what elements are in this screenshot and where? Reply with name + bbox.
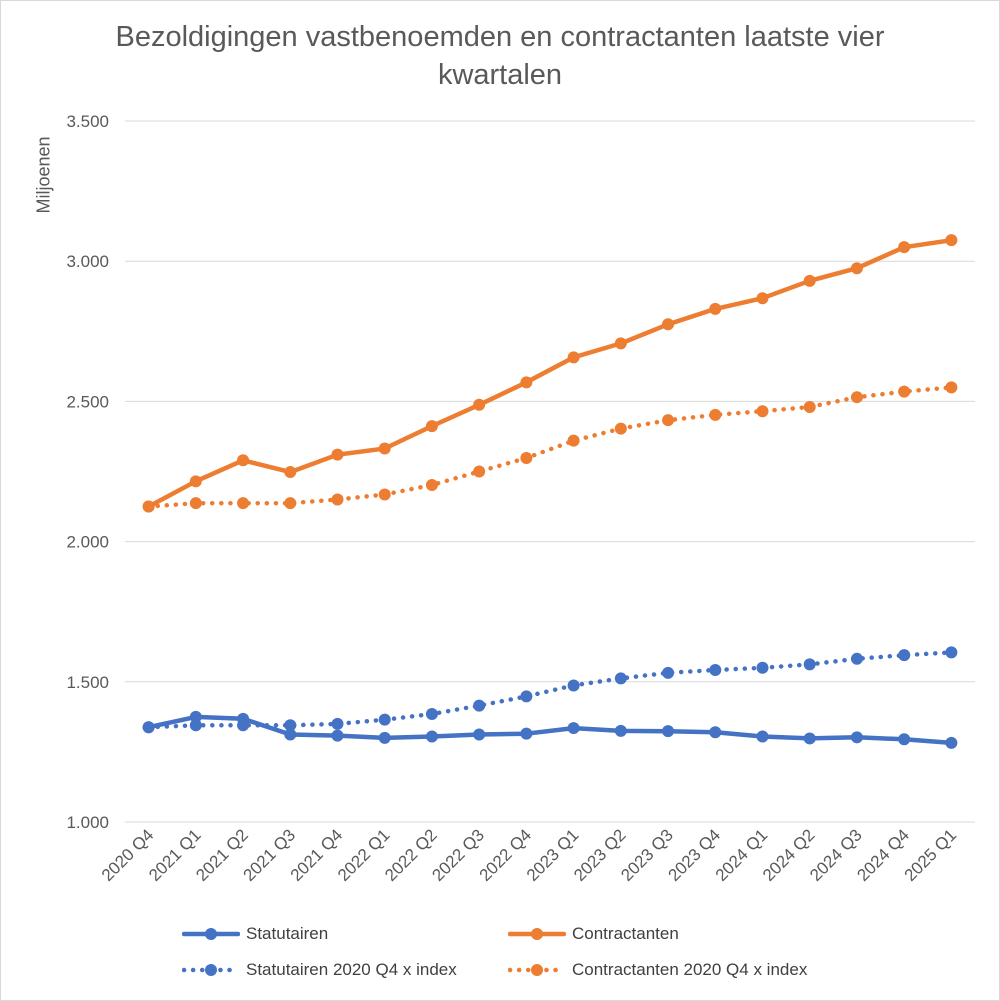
data-point-contractanten-2020-q4-x-index — [945, 381, 958, 394]
series-line-statutairen — [146, 714, 954, 746]
data-point-contractanten-2020-q4-x-index — [850, 391, 863, 404]
data-point-statutairen-2020-q4-x-index — [520, 690, 533, 703]
data-point-statutairen — [567, 722, 580, 735]
data-point-contractanten-2020-q4-x-index — [378, 488, 391, 501]
y-tick-label: 3.000 — [66, 252, 109, 271]
data-point-contractanten-2020-q4-x-index — [898, 385, 911, 398]
data-point-contractanten — [425, 420, 438, 433]
data-point-statutairen-2020-q4-x-index — [473, 699, 486, 712]
data-point-statutairen — [945, 736, 958, 749]
data-point-contractanten — [237, 454, 250, 467]
data-point-contractanten-2020-q4-x-index — [756, 405, 769, 418]
data-point-statutairen — [331, 729, 344, 742]
data-point-contractanten-2020-q4-x-index — [284, 497, 297, 510]
data-point-statutairen-2020-q4-x-index — [898, 649, 911, 662]
data-point-statutairen-2020-q4-x-index — [945, 646, 958, 659]
data-point-statutairen — [473, 728, 486, 741]
data-point-statutairen — [142, 721, 155, 734]
data-point-contractanten-2020-q4-x-index — [662, 414, 675, 427]
data-point-statutairen-2020-q4-x-index — [189, 719, 202, 732]
data-point-contractanten — [945, 234, 958, 247]
series-line-contractanten — [146, 237, 954, 509]
data-point-contractanten-2020-q4-x-index — [567, 434, 580, 447]
data-point-contractanten — [898, 241, 911, 254]
data-point-contractanten — [520, 376, 533, 389]
data-point-contractanten — [189, 475, 202, 488]
data-point-statutairen — [850, 731, 863, 744]
data-point-contractanten — [850, 262, 863, 275]
series-line-statutairen-2020-q4-x-index — [146, 650, 954, 730]
data-point-statutairen — [237, 712, 250, 725]
data-point-contractanten-2020-q4-x-index — [189, 497, 202, 510]
data-point-contractanten — [378, 442, 391, 455]
data-point-contractanten-2020-q4-x-index — [237, 497, 250, 510]
y-tick-label: 1.000 — [66, 813, 109, 832]
data-point-statutairen — [662, 725, 675, 738]
x-tick-label: 2025 Q1 — [901, 825, 961, 885]
y-tick-label: 3.500 — [66, 112, 109, 131]
data-point-contractanten — [803, 274, 816, 287]
data-point-statutairen-2020-q4-x-index — [709, 664, 722, 677]
data-point-contractanten-2020-q4-x-index — [331, 493, 344, 506]
data-point-statutairen — [614, 724, 627, 737]
data-point-statutairen-2020-q4-x-index — [803, 658, 816, 671]
data-point-contractanten — [142, 500, 155, 513]
data-point-contractanten — [614, 337, 627, 350]
data-point-contractanten-2020-q4-x-index — [614, 422, 627, 435]
data-point-statutairen — [425, 730, 438, 743]
data-point-statutairen-2020-q4-x-index — [850, 652, 863, 665]
data-point-contractanten-2020-q4-x-index — [803, 401, 816, 414]
data-point-statutairen-2020-q4-x-index — [331, 717, 344, 730]
data-point-statutairen — [898, 733, 911, 746]
data-point-contractanten-2020-q4-x-index — [425, 478, 438, 491]
data-point-contractanten — [567, 351, 580, 364]
data-point-statutairen-2020-q4-x-index — [614, 672, 627, 685]
data-point-statutairen — [284, 728, 297, 741]
data-point-statutairen — [378, 731, 391, 744]
data-point-statutairen-2020-q4-x-index — [284, 719, 297, 732]
data-point-contractanten — [284, 466, 297, 479]
series-line-contractanten-2020-q4-x-index — [146, 385, 954, 509]
y-tick-label: 2.000 — [66, 533, 109, 552]
data-point-contractanten-2020-q4-x-index — [520, 452, 533, 465]
data-point-statutairen — [709, 726, 722, 739]
data-point-statutairen-2020-q4-x-index — [425, 708, 438, 721]
data-point-contractanten-2020-q4-x-index — [709, 408, 722, 421]
data-point-contractanten — [756, 292, 769, 305]
data-point-statutairen-2020-q4-x-index — [378, 713, 391, 726]
chart-title: Bezoldigingen vastbenoemden en contracta… — [115, 21, 885, 91]
data-point-contractanten — [331, 448, 344, 461]
y-tick-label: 1.500 — [66, 673, 109, 692]
data-point-statutairen-2020-q4-x-index — [756, 661, 769, 674]
data-point-statutairen — [756, 730, 769, 743]
data-point-contractanten — [709, 302, 722, 315]
data-point-statutairen — [189, 710, 202, 723]
data-point-statutairen-2020-q4-x-index — [567, 679, 580, 692]
y-tick-label: 2.500 — [66, 392, 109, 411]
data-point-statutairen — [520, 727, 533, 740]
data-point-contractanten-2020-q4-x-index — [473, 465, 486, 478]
data-point-contractanten — [473, 398, 486, 411]
data-point-statutairen — [803, 732, 816, 745]
data-point-contractanten — [662, 318, 675, 331]
data-point-statutairen-2020-q4-x-index — [662, 666, 675, 679]
